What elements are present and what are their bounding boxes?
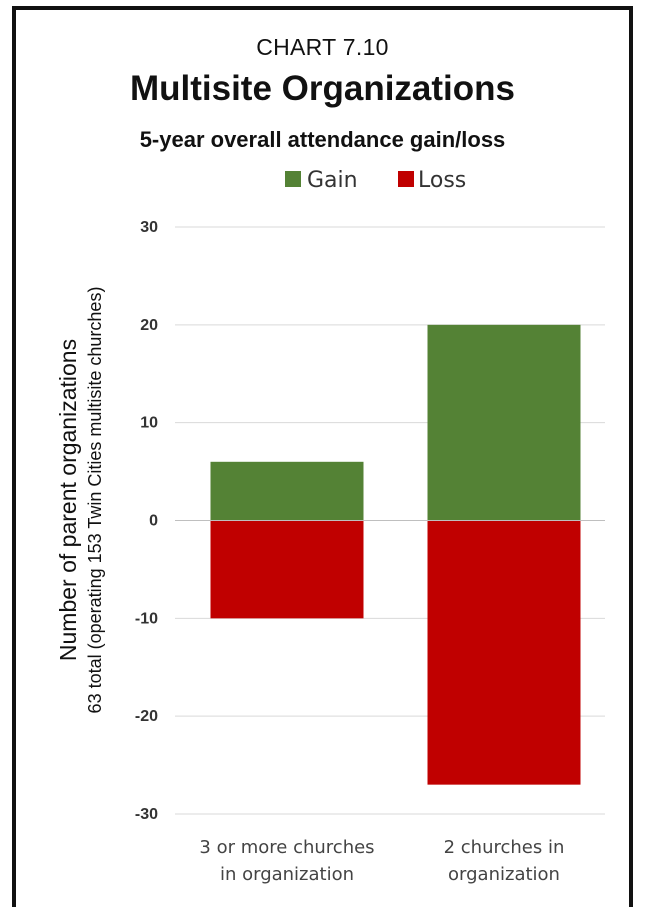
y-tick-label-0: 0: [149, 513, 158, 530]
y-tick-label--30: -30: [135, 806, 158, 823]
y-tick-label--10: -10: [135, 610, 158, 627]
legend-swatch-gain: [285, 171, 301, 187]
legend-swatch-loss: [398, 171, 414, 187]
x-category-label-1-line-1: 3 or more churches: [199, 837, 374, 858]
chart-kicker: CHART 7.10: [256, 34, 389, 60]
y-tick-label-30: 30: [140, 219, 158, 236]
y-tick-label-20: 20: [140, 317, 158, 334]
y-tick-label--20: -20: [135, 708, 158, 725]
bar-gain-1: [210, 461, 364, 521]
chart-subtitle: 5-year overall attendance gain/loss: [139, 127, 506, 152]
bar-gain-2: [427, 324, 581, 521]
y-tick-label-10: 10: [140, 415, 158, 432]
y-axis-title: Number of parent organizations: [55, 339, 81, 661]
chart-title: Multisite Organizations: [129, 69, 516, 108]
legend-label-loss: Loss: [418, 168, 466, 193]
bar-loss-1: [210, 520, 364, 619]
legend-label-gain: Gain: [307, 168, 358, 193]
bar-loss-2: [427, 520, 581, 785]
x-category-label-1-line-2: in organization: [220, 864, 354, 885]
y-axis-subtitle: 63 total (operating 153 Twin Cities mult…: [85, 287, 105, 714]
x-category-label-2-line-1: 2 churches in: [444, 837, 565, 858]
x-category-label-2-line-2: organization: [448, 864, 560, 885]
